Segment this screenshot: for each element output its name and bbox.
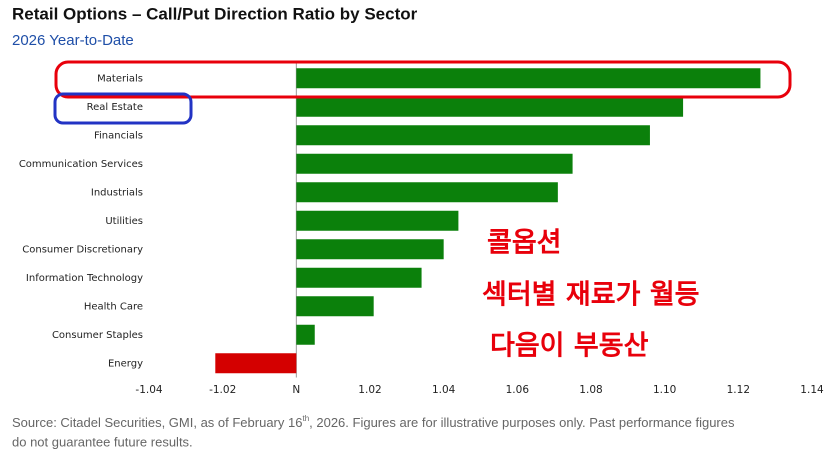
x-tick-label: 1.04 bbox=[432, 384, 456, 396]
y-tick-label: Financials bbox=[94, 130, 143, 141]
bar bbox=[296, 239, 444, 260]
bar bbox=[296, 153, 573, 174]
x-tick-label: 1.06 bbox=[506, 384, 530, 396]
y-tick-label: Industrials bbox=[91, 187, 143, 198]
bar bbox=[296, 125, 650, 146]
bar bbox=[296, 96, 684, 117]
chart-subtitle: 2026 Year-to-Date bbox=[12, 32, 134, 49]
x-tick-label: 1.02 bbox=[358, 384, 381, 396]
y-tick-label: Consumer Staples bbox=[52, 330, 143, 341]
x-tick-label: N bbox=[292, 384, 300, 396]
plot: -1.04 -1.02 N 1.02 1.04 1.06 1.08 1.10 1.12 1.14 M… bbox=[19, 62, 824, 396]
footnote-part: , 2026. Figures are for illustrative pur… bbox=[309, 415, 735, 430]
y-tick-label: Consumer Discretionary bbox=[22, 244, 143, 255]
x-tick-label: -1.02 bbox=[209, 384, 236, 396]
bar bbox=[296, 296, 374, 317]
annotation: 콜옵션 bbox=[487, 228, 562, 259]
y-tick-label: Information Technology bbox=[26, 273, 143, 284]
bar bbox=[296, 182, 558, 203]
footnote-sup: th bbox=[302, 414, 309, 423]
x-tick-label: 1.10 bbox=[653, 384, 676, 396]
annotation: 다음이 부동산 bbox=[490, 331, 649, 362]
y-tick-label: Energy bbox=[108, 358, 143, 369]
annotation: 섹터별 재료가 월등 bbox=[482, 280, 700, 311]
x-tick-label: 1.08 bbox=[579, 384, 602, 396]
x-tick-label: 1.14 bbox=[800, 384, 824, 396]
footnote: Source: Citadel Securities, GMI, as of F… bbox=[12, 414, 735, 430]
bar bbox=[215, 353, 297, 374]
footnote-part: Source: Citadel Securities, GMI, as of F… bbox=[12, 415, 302, 430]
footnote: do not guarantee future results. bbox=[12, 434, 193, 449]
highlight-box bbox=[53, 92, 193, 125]
bar bbox=[296, 210, 459, 231]
chart-title: Retail Options – Call/Put Direction Rati… bbox=[12, 4, 418, 23]
y-tick-label: Real Estate bbox=[87, 102, 143, 113]
x-tick-label: -1.04 bbox=[135, 384, 162, 396]
highlight-box bbox=[54, 60, 792, 99]
y-tick-label: Health Care bbox=[84, 301, 143, 312]
bar bbox=[296, 267, 422, 288]
bar bbox=[296, 324, 315, 345]
y-tick-label: Utilities bbox=[105, 216, 143, 227]
x-tick-label: 1.12 bbox=[727, 384, 750, 396]
bar bbox=[296, 68, 761, 89]
y-tick-label: Communication Services bbox=[19, 159, 143, 170]
y-tick-label: Materials bbox=[97, 73, 143, 84]
